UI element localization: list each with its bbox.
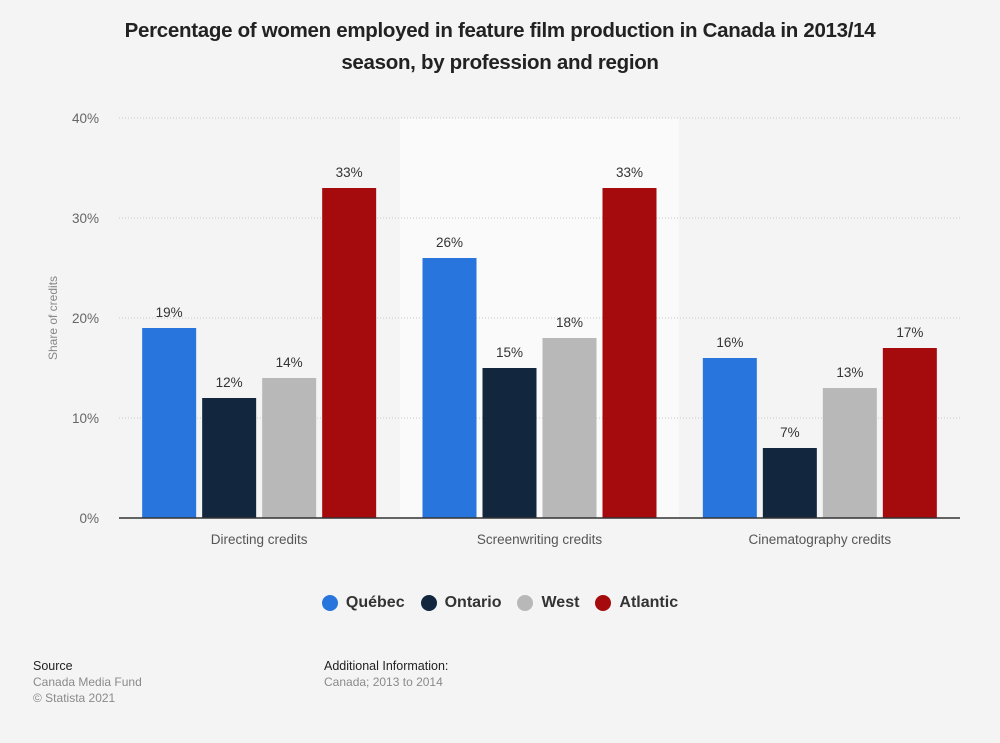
bar-west[interactable] [262, 378, 317, 518]
additional-info-block: Additional Information: Canada; 2013 to … [324, 658, 448, 690]
bar-ontario[interactable] [202, 398, 257, 518]
source-name[interactable]: Canada Media Fund [33, 675, 142, 689]
data-label: 12% [216, 375, 243, 390]
legend-label: Québec [345, 594, 405, 611]
legend-marker-icon [595, 595, 612, 611]
bar-ontario[interactable] [762, 448, 817, 518]
bar-atlantic[interactable] [322, 188, 377, 518]
bar-ontario[interactable] [482, 368, 537, 518]
data-label: 17% [896, 325, 923, 340]
legend-item-ontario[interactable]: Ontario [420, 594, 502, 612]
additional-info-text: Canada; 2013 to 2014 [324, 675, 443, 689]
legend-label: West [541, 594, 580, 611]
y-tick-label: 40% [72, 111, 99, 126]
legend: Québec Ontario West Atlantic [0, 594, 1000, 612]
legend-item-west[interactable]: West [517, 594, 579, 612]
bar-chart: 0% 10% 20% 30% 40% Share of credits 19% 12% 14… [46, 111, 960, 547]
data-label: 26% [436, 235, 463, 250]
chart-title-line-2: season, by profession and region [341, 51, 659, 74]
bar-west[interactable] [542, 338, 597, 518]
legend-marker-icon [517, 595, 534, 611]
source-block: Source Canada Media Fund © Statista 2021 [33, 658, 142, 706]
data-label: 33% [336, 165, 363, 180]
y-tick-label: 20% [72, 311, 99, 326]
data-label: 16% [716, 335, 743, 350]
legend-marker-icon [321, 595, 338, 611]
bar-qubec[interactable] [422, 258, 477, 518]
legend-label: Ontario [444, 594, 502, 611]
copyright: © Statista 2021 [33, 691, 116, 705]
legend-marker-icon [420, 595, 437, 611]
x-tick-label: Screenwriting credits [477, 532, 603, 547]
bar-qubec[interactable] [702, 358, 757, 518]
data-label: 18% [556, 315, 583, 330]
data-label: 14% [276, 355, 303, 370]
data-label: 33% [616, 165, 643, 180]
legend-label: Atlantic [619, 594, 679, 611]
bar-qubec[interactable] [142, 328, 197, 518]
legend-item-qubec[interactable]: Québec [321, 594, 405, 612]
y-tick-label: 10% [72, 411, 99, 426]
data-label: 13% [836, 365, 863, 380]
data-label: 15% [496, 345, 523, 360]
y-axis-label: Share of credits [46, 276, 60, 360]
source-heading: Source [33, 659, 73, 673]
bar-atlantic[interactable] [602, 188, 657, 518]
x-tick-label: Cinematography credits [749, 532, 892, 547]
x-tick-label: Directing credits [211, 532, 308, 547]
data-label: 19% [156, 305, 183, 320]
additional-info-heading: Additional Information: [324, 659, 449, 673]
legend-item-atlantic[interactable]: Atlantic [595, 594, 678, 612]
bar-west[interactable] [822, 388, 877, 518]
bar-atlantic[interactable] [882, 348, 937, 518]
y-tick-label: 30% [72, 211, 99, 226]
y-tick-label: 0% [79, 511, 99, 526]
chart-title-line-1: Percentage of women employed in feature … [124, 19, 876, 42]
chart-title: Percentage of women employed in feature … [0, 15, 1000, 79]
data-label: 7% [780, 425, 800, 440]
